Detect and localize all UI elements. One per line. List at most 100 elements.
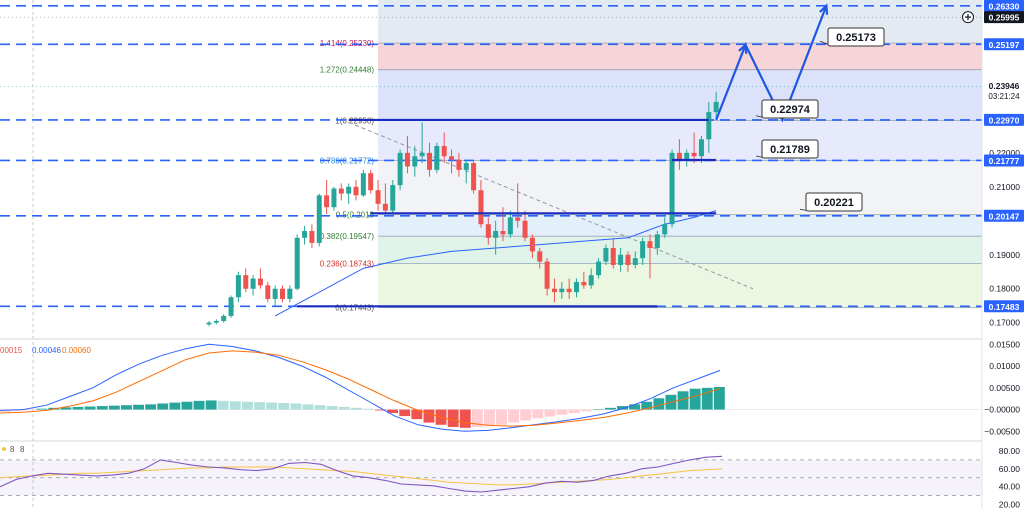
macd-histogram-bar (520, 410, 531, 421)
macd-histogram-bar (230, 401, 241, 409)
macd-histogram-bar (85, 407, 96, 410)
candle-body (287, 289, 292, 299)
macd-histogram-bar (109, 406, 120, 410)
candle-body (464, 163, 469, 170)
candle-body (471, 163, 476, 190)
macd-histogram-bar (36, 409, 47, 410)
candle-body (214, 321, 219, 323)
candle-body (251, 279, 256, 289)
macd-histogram-bar (399, 410, 410, 417)
macd-histogram-bar (303, 404, 314, 409)
candle-body (449, 156, 454, 159)
candle-body (221, 316, 226, 321)
candle-body (309, 231, 314, 243)
price-badge-label: 0.25197 (989, 40, 1020, 50)
macd-histogram-bar (254, 402, 265, 409)
candle-body (361, 173, 366, 195)
macd-histogram-bar (206, 400, 217, 409)
candle-body (434, 146, 439, 170)
candle-body (618, 255, 623, 265)
macd-histogram-bar (315, 405, 326, 409)
callout-label: 0.25173 (836, 32, 876, 44)
candle-body (611, 248, 616, 265)
candle-body (295, 238, 300, 289)
candle-body (229, 297, 234, 316)
rsi-tick-label: 20.00 (999, 500, 1021, 509)
price-badge-label: 0.17483 (989, 302, 1020, 312)
macd-histogram-bar (145, 404, 156, 409)
fib-level-label: 0.5(0.2019 (336, 210, 375, 219)
current-price-label: 0.23946 (989, 81, 1020, 91)
candle-body (684, 153, 689, 160)
rsi-legend-value: 8 (20, 445, 25, 454)
candle-body (706, 112, 711, 139)
candle-body (596, 262, 601, 276)
rsi-tick-label: 60.00 (999, 464, 1021, 474)
candle-body (339, 189, 344, 194)
macd-histogram-bar (629, 404, 640, 409)
macd-histogram-bar (351, 408, 362, 410)
macd-histogram-bar (242, 402, 253, 410)
candle-body (243, 275, 248, 289)
callout-label: 0.21789 (770, 144, 810, 156)
macd-histogram-bar (266, 403, 277, 410)
candle-body (530, 238, 535, 252)
macd-histogram-bar (169, 403, 180, 410)
macd-histogram-bar (424, 410, 435, 423)
candle-body (280, 289, 285, 299)
candle-body (207, 323, 212, 325)
macd-histogram-bar (218, 401, 229, 410)
macd-tick-label: 0.01500 (989, 339, 1020, 349)
candle-body (662, 224, 667, 234)
candle-body (677, 153, 682, 160)
candle-body (537, 251, 542, 261)
fib-level-label: 0.382(0.19547) (320, 232, 375, 241)
macd-histogram-bar (194, 401, 205, 410)
rsi-legend-value: 8 (10, 445, 15, 454)
candle-body (412, 156, 417, 166)
candle-body (501, 231, 506, 234)
candle-body (331, 189, 336, 208)
countdown-label: 03:21:24 (988, 92, 1020, 101)
callout-label: 0.20221 (814, 197, 854, 209)
candle-body (273, 289, 278, 299)
candle-body (383, 204, 388, 211)
fib-level-label: 1(0.22950) (335, 117, 374, 126)
rsi-tick-label: 40.00 (999, 482, 1021, 492)
candle-body (699, 139, 704, 156)
callout-label: 0.22974 (770, 104, 811, 116)
fib-zone (378, 264, 982, 308)
candle-body (515, 217, 520, 220)
candle-body (258, 279, 263, 286)
macd-histogram-bar (460, 410, 471, 428)
candle-body (456, 160, 461, 170)
candle-body (405, 153, 410, 167)
candle-body (368, 173, 373, 190)
candle-body (523, 221, 528, 238)
macd-legend-value: 0.00060 (62, 346, 91, 355)
candle-body (552, 289, 557, 292)
price-tick-label: 0.21000 (989, 182, 1020, 192)
candle-body (508, 217, 513, 234)
candle-body (302, 231, 307, 238)
price-badge-label: 0.25995 (989, 13, 1020, 23)
candle-body (640, 241, 645, 258)
candle-body (427, 153, 432, 170)
macd-histogram-bar (133, 405, 144, 410)
macd-tick-label: 0.01000 (989, 361, 1020, 371)
candle-body (545, 262, 550, 289)
macd-histogram-bar (182, 402, 193, 410)
candle-body (625, 255, 630, 265)
candle-body (603, 248, 608, 262)
fib-zone (378, 70, 982, 121)
price-badge-label: 0.22970 (989, 115, 1020, 125)
macd-histogram-bar (593, 410, 604, 411)
candle-body (567, 289, 572, 292)
price-tick-label: 0.19000 (989, 250, 1020, 260)
macd-histogram-bar (327, 406, 338, 409)
candle-body (442, 146, 447, 156)
candle-body (354, 187, 359, 195)
